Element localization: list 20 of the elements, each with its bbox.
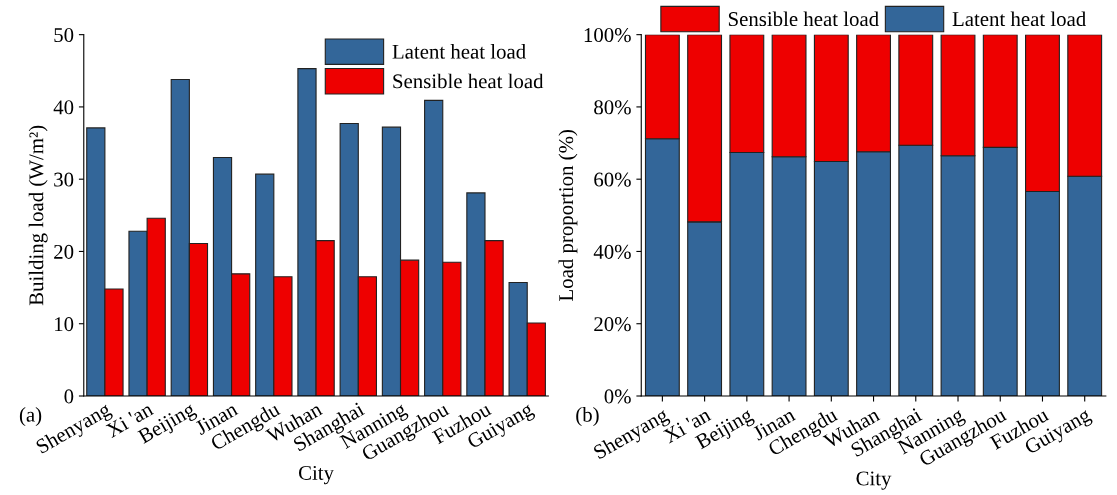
y-tick-label: 0% [604, 389, 631, 404]
legend-label: Sensible heat load [728, 11, 879, 27]
y-axis-title: Load proportion (%) [558, 130, 578, 301]
legend-label: Latent heat load [952, 11, 1086, 27]
y-axis-title: Building load (W/m²) [28, 125, 48, 306]
y-tick-label: 60% [594, 172, 631, 187]
y-tick-label: 0 [64, 389, 74, 404]
y-tick-label: 50 [54, 28, 74, 43]
y-tick-label: 100% [584, 28, 631, 43]
x-axis-title: City [856, 471, 892, 490]
y-tick-label: 40 [53, 100, 74, 115]
y-tick-label: 20 [54, 244, 74, 259]
y-tick-label: 30 [54, 172, 74, 187]
x-axis-title: City [298, 465, 334, 485]
y-tick-label: 80% [594, 100, 631, 115]
legend-label: Latent heat load [392, 44, 526, 59]
y-tick-label: 40% [593, 244, 631, 259]
legend-label: Sensible heat load [393, 73, 544, 89]
y-tick-label: 10 [55, 317, 74, 332]
y-tick-label: 20% [594, 317, 631, 332]
